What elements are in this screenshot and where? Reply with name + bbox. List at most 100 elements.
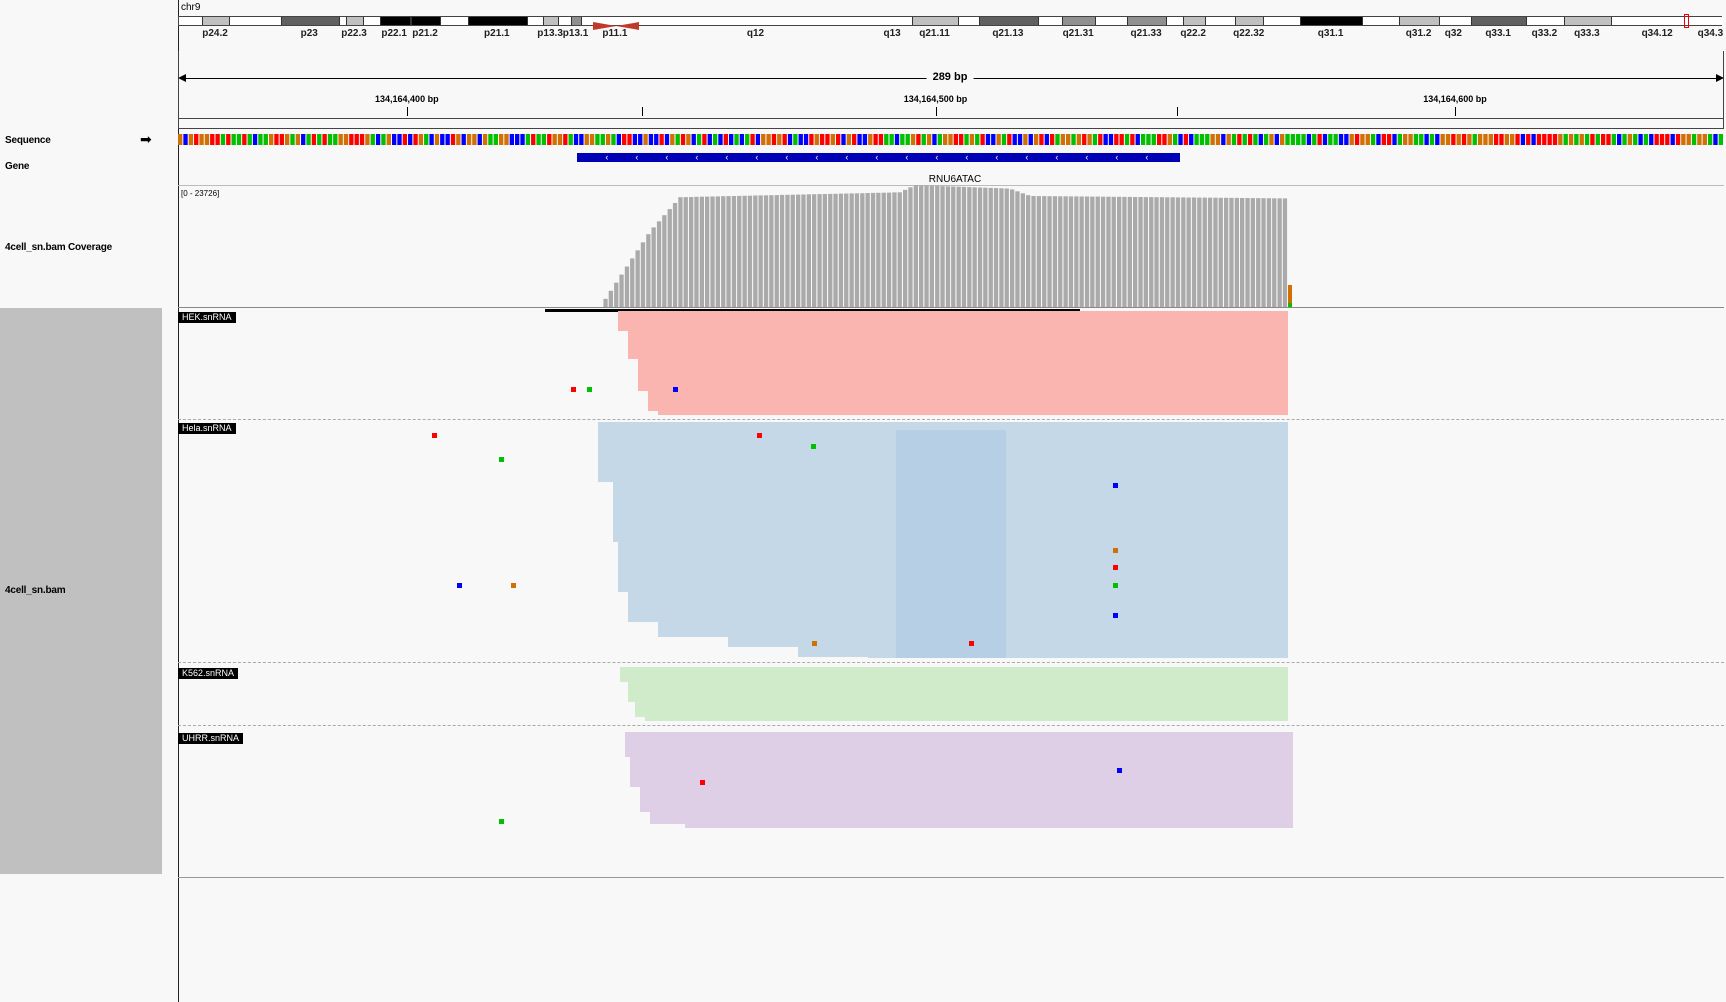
- coverage-bar: [742, 195, 747, 307]
- coverage-bar: [886, 192, 892, 307]
- panel-divider[interactable]: [178, 0, 179, 1002]
- read-group-label[interactable]: K562.snRNA: [178, 668, 239, 679]
- coverage-bar: [988, 187, 993, 307]
- mismatch-base[interactable]: [499, 819, 504, 824]
- coverage-bar: [1149, 197, 1154, 307]
- ideogram-band[interactable]: [912, 17, 959, 25]
- mismatch-base[interactable]: [1113, 548, 1118, 553]
- coverage-bar: [924, 185, 929, 307]
- strand-chevron-icon: ‹: [605, 152, 609, 162]
- coverage-bar: [983, 187, 988, 307]
- ideogram-band-label: q22.32: [1233, 28, 1265, 39]
- coverage-bar: [860, 193, 865, 307]
- read-pileup[interactable]: [620, 667, 1288, 721]
- coverage-bar: [635, 250, 640, 307]
- mismatch-base[interactable]: [811, 444, 816, 449]
- mismatch-base[interactable]: [432, 433, 437, 438]
- read-group-label[interactable]: UHRR.snRNA: [178, 733, 244, 744]
- coverage-bar: [699, 196, 704, 307]
- ruler-tick: [1454, 107, 1456, 116]
- coverage-bar: [710, 196, 715, 307]
- coverage-bar: [1229, 197, 1234, 307]
- ideogram-band[interactable]: [639, 17, 874, 25]
- ideogram-band[interactable]: [1062, 17, 1097, 25]
- alignment-track-name[interactable]: 4cell_sn.bam: [5, 585, 66, 596]
- ideogram-band[interactable]: [1526, 17, 1564, 25]
- sequence-track-name[interactable]: Sequence: [5, 135, 51, 146]
- ideogram-band[interactable]: [873, 17, 913, 25]
- ideogram-band-label: p24.2: [202, 28, 228, 39]
- ideogram-band[interactable]: [280, 17, 340, 25]
- mismatch-base[interactable]: [1113, 483, 1118, 488]
- read-group-label[interactable]: Hela.snRNA: [178, 423, 236, 434]
- coverage-bar: [1084, 196, 1090, 307]
- coverage-bar: [689, 197, 694, 307]
- coverage-bar: [1197, 197, 1202, 307]
- chromosome-ideogram[interactable]: [178, 14, 1723, 30]
- mismatch-base[interactable]: [499, 457, 504, 462]
- coverage-bar: [1063, 196, 1068, 307]
- ideogram-band[interactable]: [1699, 17, 1723, 25]
- mismatch-base[interactable]: [571, 387, 576, 392]
- read-group[interactable]: [178, 730, 1724, 832]
- mismatch-base[interactable]: [587, 387, 592, 392]
- coverage-mismatch-bar: [1288, 303, 1292, 307]
- mismatch-base[interactable]: [812, 641, 817, 646]
- mismatch-base[interactable]: [457, 583, 462, 588]
- coverage-bar: [747, 195, 753, 307]
- coverage-bar: [651, 227, 656, 307]
- ideogram-band[interactable]: [1398, 17, 1441, 25]
- read-group[interactable]: [178, 665, 1724, 725]
- mismatch-base[interactable]: [1113, 565, 1118, 570]
- ideogram-band[interactable]: [1235, 17, 1265, 25]
- mismatch-base[interactable]: [757, 433, 762, 438]
- coverage-bar: [903, 189, 908, 307]
- coverage-bar: [721, 196, 726, 307]
- ideogram-band[interactable]: [467, 17, 528, 25]
- coverage-track-name[interactable]: 4cell_sn.bam Coverage: [5, 242, 112, 253]
- gene-track-name[interactable]: Gene: [5, 161, 30, 172]
- ideogram-band[interactable]: [1299, 17, 1364, 25]
- coverage-bar: [870, 192, 876, 307]
- read-group-label[interactable]: HEK.snRNA: [178, 312, 236, 323]
- alignment-name-panel[interactable]: 4cell_sn.bam: [0, 308, 162, 874]
- coverage-bar: [667, 209, 672, 307]
- read-group[interactable]: [178, 420, 1724, 662]
- ideogram-band[interactable]: [592, 17, 640, 30]
- strand-arrow-icon[interactable]: ➡: [140, 131, 152, 147]
- mismatch-base[interactable]: [1117, 768, 1122, 773]
- ideogram-band[interactable]: [345, 17, 365, 25]
- ideogram-band[interactable]: [543, 17, 559, 25]
- read-pileup-dense[interactable]: [896, 430, 1006, 658]
- ideogram-band[interactable]: [410, 17, 442, 25]
- ideogram-band[interactable]: [1647, 17, 1669, 25]
- read-pileup[interactable]: [625, 732, 1293, 828]
- ideogram-band[interactable]: [1563, 17, 1612, 25]
- coverage-bar: [1036, 196, 1041, 307]
- sequence-track[interactable]: [178, 132, 1724, 145]
- read-pileup-tail[interactable]: [1068, 620, 1288, 658]
- ideogram-band[interactable]: [202, 17, 230, 25]
- strand-chevron-icon: ‹: [635, 152, 639, 162]
- ideogram-band[interactable]: [1127, 17, 1168, 25]
- ideogram-band[interactable]: [1471, 17, 1527, 25]
- mismatch-base[interactable]: [1113, 613, 1118, 618]
- ideogram-band[interactable]: [379, 17, 411, 25]
- coverage-track[interactable]: [178, 180, 1724, 307]
- mismatch-base[interactable]: [673, 387, 678, 392]
- ideogram-band[interactable]: [571, 17, 582, 25]
- mismatch-base[interactable]: [511, 583, 516, 588]
- coverage-bar: [1154, 197, 1159, 307]
- ideogram-band[interactable]: [978, 17, 1039, 25]
- mismatch-base[interactable]: [1113, 583, 1118, 588]
- coverage-bar: [603, 298, 608, 307]
- read-pileup[interactable]: [618, 311, 1288, 415]
- ideogram-band[interactable]: [1182, 17, 1206, 25]
- mismatch-base[interactable]: [969, 641, 974, 646]
- mismatch-base[interactable]: [700, 780, 705, 785]
- coverage-bar: [608, 290, 613, 307]
- ideogram-band[interactable]: [1440, 17, 1469, 25]
- read-group[interactable]: [178, 309, 1724, 419]
- gene-feature[interactable]: [576, 153, 1180, 162]
- coverage-bar: [731, 196, 737, 307]
